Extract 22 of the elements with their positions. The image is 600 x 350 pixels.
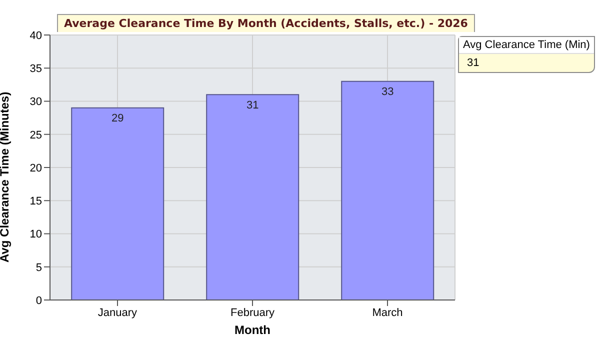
data-label: 31 [246,99,259,112]
y-tick-label: 5 [36,262,42,274]
bar [206,94,300,300]
legend-title: Avg Clearance Time (Min) [459,37,594,54]
x-axis-title: Month [234,323,270,337]
y-tick-label: 15 [30,196,42,208]
x-tick-label: March [372,306,403,319]
y-tick-label: 20 [30,162,42,174]
y-tick-label: 40 [30,30,42,42]
x-tick-label: February [230,306,275,319]
y-tick-label: 30 [30,96,42,108]
data-label: 29 [111,112,124,125]
bar [71,107,164,300]
y-tick-label: 35 [30,63,42,76]
data-label: 33 [381,86,394,98]
y-tick-label: 10 [30,228,42,241]
bar [341,80,434,300]
y-tick-label: 25 [30,129,42,142]
text: 31 [466,56,480,71]
y-tick-label: 0 [36,294,42,307]
y-axis-title: Avg Clearance Time (Minutes) [0,92,12,262]
x-tick-label: January [98,306,138,319]
